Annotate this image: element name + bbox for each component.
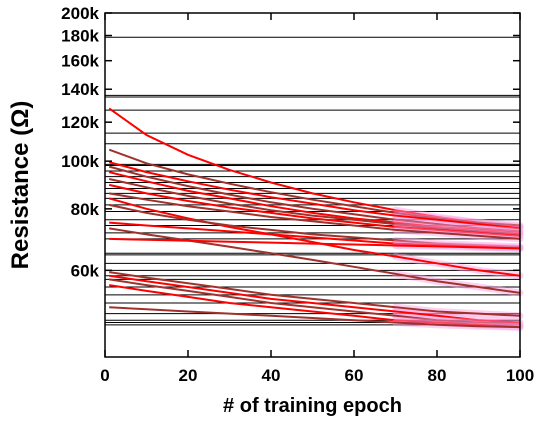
series-15-line bbox=[109, 274, 521, 324]
series-14-line bbox=[109, 271, 521, 317]
series-6-line bbox=[108, 178, 521, 236]
y-tick-label-140000: 140k bbox=[61, 80, 99, 99]
series-5-line bbox=[108, 171, 521, 234]
axes-group: 0 20 40 60 80 100 60k 80k 100k 120k 140k 160k 180k 20… bbox=[61, 4, 534, 385]
x-tick-label-20: 20 bbox=[179, 366, 198, 385]
series-17-line bbox=[109, 284, 521, 329]
x-tick-label-40: 40 bbox=[262, 366, 281, 385]
series-10-line bbox=[108, 203, 521, 248]
y-axis-title: Resistance (Ω) bbox=[7, 101, 34, 270]
series-12-line bbox=[109, 227, 521, 294]
series-8-line bbox=[109, 192, 521, 240]
y-tick-label-180000: 180k bbox=[61, 27, 99, 46]
x-axis-title: # of training epoch bbox=[223, 395, 402, 417]
x-tick-label-100: 100 bbox=[506, 366, 534, 385]
series-18-line bbox=[109, 306, 521, 329]
series-4-line bbox=[108, 165, 521, 233]
series-3-line bbox=[108, 161, 521, 230]
y-tick-label-80000: 80k bbox=[71, 200, 100, 219]
x-tick-label-60: 60 bbox=[345, 366, 364, 385]
y-tick-label-100000: 100k bbox=[61, 152, 99, 171]
series-group bbox=[108, 107, 524, 331]
x-tick-label-0: 0 bbox=[100, 366, 109, 385]
y-tick-label-200000: 200k bbox=[61, 4, 99, 23]
series-16-line bbox=[109, 278, 521, 326]
y-tick-label-160000: 160k bbox=[61, 52, 99, 71]
plot-frame bbox=[104, 12, 521, 358]
y-tick-label-120000: 120k bbox=[61, 113, 99, 132]
x-tick-label-80: 80 bbox=[428, 366, 447, 385]
series-2-line bbox=[108, 148, 521, 227]
series-13-line bbox=[109, 237, 521, 250]
series-7-line bbox=[108, 183, 521, 237]
series-9-line bbox=[108, 197, 521, 277]
y-tick-label-60000: 60k bbox=[71, 261, 100, 280]
